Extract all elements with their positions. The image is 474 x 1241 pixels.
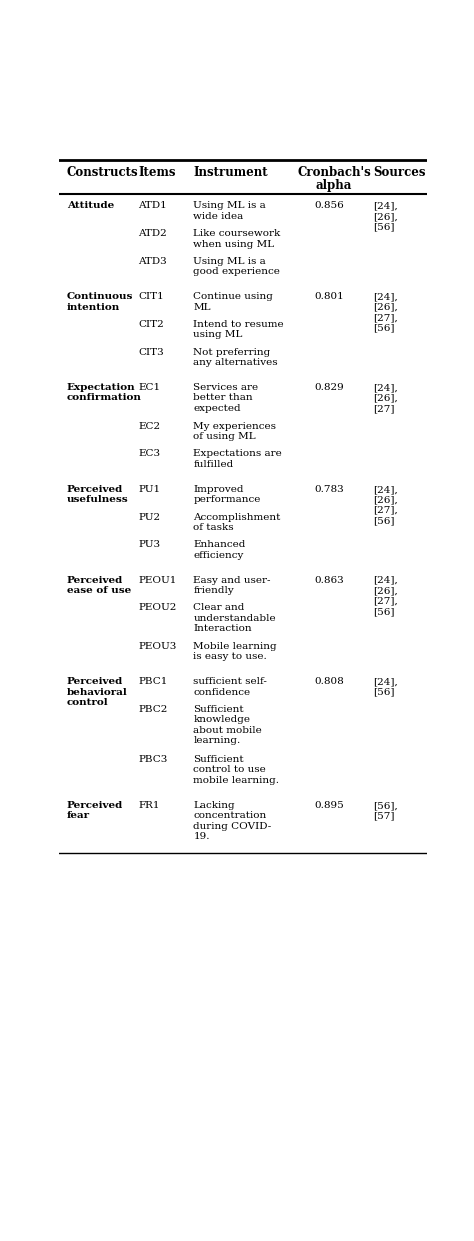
Text: [56],
[57]: [56], [57]: [374, 802, 398, 820]
Text: Mobile learning
is easy to use.: Mobile learning is easy to use.: [193, 642, 277, 661]
Text: EC1: EC1: [138, 383, 160, 392]
Text: Sufficient
knowledge
about mobile
learning.: Sufficient knowledge about mobile learni…: [193, 705, 262, 746]
Text: EC3: EC3: [138, 449, 160, 458]
Text: Accomplishment
of tasks: Accomplishment of tasks: [193, 513, 281, 532]
Text: Clear and
understandable
Interaction: Clear and understandable Interaction: [193, 603, 276, 633]
Text: 0.856: 0.856: [315, 201, 344, 211]
Text: PBC3: PBC3: [138, 755, 168, 763]
Text: EC2: EC2: [138, 422, 160, 431]
Text: PEOU2: PEOU2: [138, 603, 177, 612]
Text: 0.863: 0.863: [315, 576, 344, 585]
Text: sufficient self-
confidence: sufficient self- confidence: [193, 678, 267, 696]
Text: Not preferring
any alternatives: Not preferring any alternatives: [193, 347, 278, 367]
Text: [24],
[26],
[27],
[56]: [24], [26], [27], [56]: [374, 576, 398, 616]
Text: 0.808: 0.808: [315, 678, 344, 686]
Text: [24],
[26],
[27]: [24], [26], [27]: [374, 383, 398, 413]
Text: Using ML is a
good experience: Using ML is a good experience: [193, 257, 280, 277]
Text: Enhanced
efficiency: Enhanced efficiency: [193, 540, 246, 560]
Text: ATD2: ATD2: [138, 230, 167, 238]
Text: PEOU1: PEOU1: [138, 576, 177, 585]
Text: [24],
[26],
[27],
[56]: [24], [26], [27], [56]: [374, 485, 398, 525]
Text: alpha: alpha: [316, 179, 352, 192]
Text: ATD1: ATD1: [138, 201, 167, 211]
Text: PU2: PU2: [138, 513, 160, 521]
Text: Like coursework
when using ML: Like coursework when using ML: [193, 230, 281, 248]
Text: 0.895: 0.895: [315, 802, 344, 810]
Text: Using ML is a
wide idea: Using ML is a wide idea: [193, 201, 266, 221]
Text: 0.801: 0.801: [315, 293, 344, 302]
Text: Expectations are
fulfilled: Expectations are fulfilled: [193, 449, 282, 469]
Text: Perceived
ease of use: Perceived ease of use: [66, 576, 131, 594]
Text: My experiences
of using ML: My experiences of using ML: [193, 422, 276, 441]
Text: [24],
[26],
[56]: [24], [26], [56]: [374, 201, 398, 231]
Text: Easy and user-
friendly: Easy and user- friendly: [193, 576, 271, 594]
Text: Cronbach's: Cronbach's: [297, 166, 371, 179]
Text: PU3: PU3: [138, 540, 160, 550]
Text: FR1: FR1: [138, 802, 160, 810]
Text: Instrument: Instrument: [193, 166, 268, 179]
Text: Items: Items: [138, 166, 176, 179]
Text: Improved
performance: Improved performance: [193, 485, 261, 504]
Text: CIT3: CIT3: [138, 347, 164, 356]
Text: [24],
[26],
[27],
[56]: [24], [26], [27], [56]: [374, 293, 398, 333]
Text: 0.829: 0.829: [315, 383, 344, 392]
Text: PBC1: PBC1: [138, 678, 168, 686]
Text: Expectation
confirmation: Expectation confirmation: [66, 383, 141, 402]
Text: ATD3: ATD3: [138, 257, 167, 266]
Text: Lacking
concentration
during COVID-
19.: Lacking concentration during COVID- 19.: [193, 802, 272, 841]
Text: CIT1: CIT1: [138, 293, 164, 302]
Text: [24],
[56]: [24], [56]: [374, 678, 398, 696]
Text: Intend to resume
using ML: Intend to resume using ML: [193, 320, 284, 339]
Text: Perceived
usefulness: Perceived usefulness: [66, 485, 128, 504]
Text: Continue using
ML: Continue using ML: [193, 293, 273, 311]
Text: CIT2: CIT2: [138, 320, 164, 329]
Text: PU1: PU1: [138, 485, 160, 494]
Text: Constructs: Constructs: [66, 166, 138, 179]
Text: PBC2: PBC2: [138, 705, 168, 714]
Text: Sufficient
control to use
mobile learning.: Sufficient control to use mobile learnin…: [193, 755, 279, 784]
Text: Perceived
fear: Perceived fear: [66, 802, 123, 820]
Text: Continuous
intention: Continuous intention: [66, 293, 133, 311]
Text: Attitude: Attitude: [66, 201, 114, 211]
Text: Perceived
behavioral
control: Perceived behavioral control: [66, 678, 128, 707]
Text: PEOU3: PEOU3: [138, 642, 177, 652]
Text: Services are
better than
expected: Services are better than expected: [193, 383, 258, 413]
Text: 0.783: 0.783: [315, 485, 344, 494]
Text: Sources: Sources: [374, 166, 426, 179]
